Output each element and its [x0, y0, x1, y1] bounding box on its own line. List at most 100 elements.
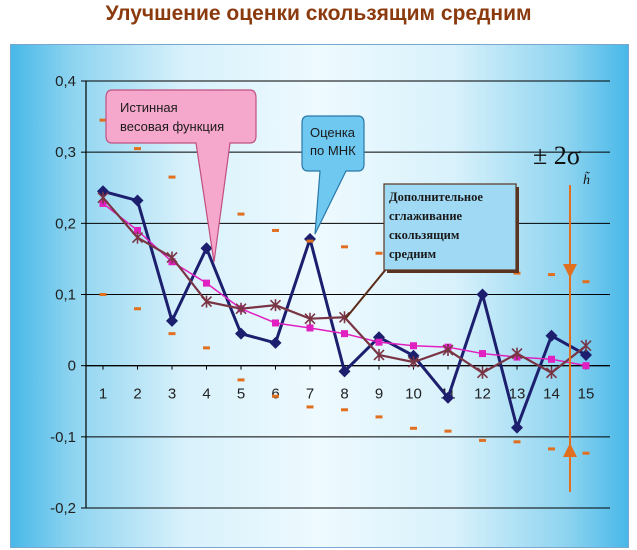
y-tick-label: 0,3 [55, 144, 76, 161]
callout-smooth-line4: средним [389, 247, 437, 261]
y-tick-label: 0 [68, 358, 76, 375]
x-tick-label: 6 [271, 386, 279, 403]
data-point-star [166, 251, 178, 264]
y-tick-label: 0,1 [55, 287, 76, 304]
sigma-dash-point [548, 273, 555, 277]
x-tick-label: 4 [202, 386, 210, 403]
x-tick-labels: 123456789101112131415 [99, 386, 595, 403]
sigma-dash-point [168, 332, 176, 336]
data-point-diamond [131, 194, 144, 207]
x-tick-label: 15 [578, 386, 595, 403]
sigma-dash-point [306, 405, 314, 409]
data-point-diamond [200, 242, 213, 255]
data-point-star [476, 366, 489, 379]
data-point-square [272, 319, 279, 327]
data-point-star [545, 366, 558, 379]
sigma-dash-point [479, 438, 486, 442]
sigma-arrow-head-up [563, 264, 577, 278]
data-point-star [338, 311, 351, 324]
data-point-star [511, 347, 523, 360]
sigma-dash-point [582, 280, 590, 284]
sigma-dash-point [375, 415, 383, 419]
sigma-dash-point [134, 147, 141, 151]
data-point-diamond [166, 314, 178, 327]
y-tick-label: 0,4 [55, 73, 76, 90]
x-tick-label: 7 [306, 386, 314, 403]
sigma-dash-point [341, 245, 348, 249]
data-point-star [407, 356, 420, 369]
sigma-dash-point [513, 271, 521, 275]
data-point-diamond [476, 288, 489, 301]
callout-true-line1: Истинная [120, 100, 178, 115]
data-point-diamond [304, 232, 316, 245]
sigma-dash-point [410, 426, 417, 430]
sigma-dash-point [582, 451, 590, 455]
data-point-diamond [235, 327, 247, 340]
sigma-dash-point [341, 408, 348, 412]
callout-smooth: Дополнительное сглаживание скользящим ср… [345, 183, 519, 319]
data-point-square [134, 226, 141, 234]
data-point-star [442, 344, 454, 357]
sigma-dash-point [548, 447, 555, 451]
sigma-dash-point [237, 212, 245, 216]
sigma-dash-point [168, 175, 176, 179]
data-point-square [410, 342, 417, 350]
sigma-dash-point [99, 118, 107, 122]
data-point-star [131, 231, 144, 244]
sigma-label: ± 2σ [533, 141, 581, 170]
callout-mnk-line1: Оценка [310, 125, 356, 140]
x-tick-label: 1 [99, 386, 107, 403]
x-tick-label: 3 [168, 386, 176, 403]
sigma-dash-point [134, 307, 141, 311]
callout-smooth-line3: скользящим [389, 228, 460, 242]
x-tick-label: 9 [375, 386, 383, 403]
sigma-dash-point [306, 239, 314, 243]
callout-smooth-line2: сглаживание [389, 209, 463, 223]
callout-smooth-line1: Дополнительное [389, 190, 483, 204]
sigma-dash-point [203, 346, 210, 350]
sigma-dash-point [272, 394, 279, 398]
x-tick-label: 5 [237, 386, 245, 403]
x-tick-label: 10 [405, 386, 422, 403]
callout-true-line2: весовая функция [120, 119, 224, 134]
data-point-diamond [545, 329, 558, 342]
data-point-square [548, 355, 555, 363]
data-point-star [269, 299, 282, 312]
sigma-dash-point [444, 429, 452, 433]
data-point-star [580, 339, 592, 352]
data-point-square [341, 330, 348, 338]
x-tick-label: 14 [543, 386, 560, 403]
sigma-dash-point [375, 251, 383, 255]
y-tick-label: -0,1 [50, 429, 76, 446]
sigma-arrow-head-down [563, 443, 577, 457]
data-point-diamond [269, 336, 282, 349]
data-point-star [200, 295, 213, 308]
data-point-star [304, 312, 316, 325]
sigma-dash-point [272, 228, 279, 232]
callout-mnk: Оценка по МНК [301, 115, 365, 235]
callout-mnk-line2: по МНК [310, 143, 356, 158]
sigma-subscript: h̃ [583, 171, 590, 188]
data-point-diamond [338, 365, 351, 378]
y-tick-label: -0,2 [50, 500, 76, 517]
data-point-square [306, 324, 314, 332]
sigma-dash-point [513, 440, 521, 444]
sigma-dash-point [237, 378, 245, 382]
y-tick-labels: 0,4 0,3 0,2 0,1 0 -0,1 -0,2 [50, 73, 76, 517]
sigma-arrow [563, 185, 577, 492]
data-point-star [373, 348, 385, 361]
data-point-diamond [580, 348, 592, 361]
data-point-square [582, 362, 590, 370]
x-tick-label: 2 [133, 386, 141, 403]
data-point-star [235, 302, 247, 315]
data-point-diamond [442, 391, 454, 404]
series-2 [97, 191, 592, 379]
x-tick-label: 12 [474, 386, 491, 403]
x-tick-label: 13 [509, 386, 526, 403]
chart-title: Улучшение оценки скользящим средним [105, 2, 532, 25]
series-4 [99, 293, 590, 455]
data-point-square [479, 350, 486, 358]
x-tick-label: 8 [340, 386, 348, 403]
series-group [97, 118, 592, 455]
